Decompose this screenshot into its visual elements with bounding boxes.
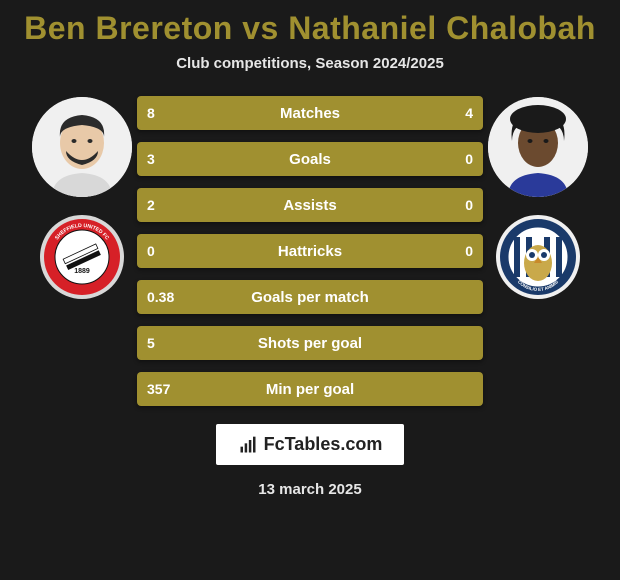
player1-avatar xyxy=(32,97,132,197)
stat-left-value: 0.38 xyxy=(147,289,187,305)
player2-avatar xyxy=(488,97,588,197)
stat-label: Shots per goal xyxy=(137,335,483,352)
right-column: CONSILIO ET ANIMIS xyxy=(483,92,593,299)
player2-name: Nathaniel Chalobah xyxy=(288,10,596,46)
date-text: 13 march 2025 xyxy=(258,481,361,498)
brand-chart-icon xyxy=(238,435,258,455)
stat-left-value: 5 xyxy=(147,335,187,351)
sheffield-wednesday-badge-svg: CONSILIO ET ANIMIS xyxy=(496,215,580,299)
stat-bar: 5 Shots per goal xyxy=(137,326,483,360)
page-title: Ben Brereton vs Nathaniel Chalobah xyxy=(24,10,596,47)
stat-left-value: 0 xyxy=(147,243,187,259)
subtitle: Club competitions, Season 2024/2025 xyxy=(176,55,444,72)
stat-right-value: 0 xyxy=(433,151,473,167)
svg-text:1889: 1889 xyxy=(74,268,90,275)
stat-label: Matches xyxy=(137,105,483,122)
stat-label: Goals xyxy=(137,151,483,168)
player2-avatar-svg xyxy=(488,97,588,197)
stat-left-value: 8 xyxy=(147,105,187,121)
stat-label: Assists xyxy=(137,197,483,214)
right-club-badge: CONSILIO ET ANIMIS xyxy=(496,215,580,299)
brand-badge: FcTables.com xyxy=(216,424,405,465)
left-column: 1889 SHEFFIELD UNITED FC xyxy=(27,92,137,299)
stat-right-value: 4 xyxy=(433,105,473,121)
stat-left-value: 2 xyxy=(147,197,187,213)
stat-left-value: 3 xyxy=(147,151,187,167)
stat-bar: 8 Matches 4 xyxy=(137,96,483,130)
stat-label: Goals per match xyxy=(137,289,483,306)
content-row: 1889 SHEFFIELD UNITED FC 8 Matches 4 3 G… xyxy=(0,92,620,406)
stat-right-value: 0 xyxy=(433,197,473,213)
stat-bar: 3 Goals 0 xyxy=(137,142,483,176)
stat-left-value: 357 xyxy=(147,381,187,397)
brand-text: FcTables.com xyxy=(264,434,383,455)
player1-avatar-svg xyxy=(32,97,132,197)
stat-bar: 0.38 Goals per match xyxy=(137,280,483,314)
title-vs: vs xyxy=(242,10,279,46)
stat-label: Min per goal xyxy=(137,381,483,398)
left-club-badge: 1889 SHEFFIELD UNITED FC xyxy=(40,215,124,299)
stat-bar: 357 Min per goal xyxy=(137,372,483,406)
stat-bar: 2 Assists 0 xyxy=(137,188,483,222)
stats-bars: 8 Matches 4 3 Goals 0 2 Assists 0 0 Hatt… xyxy=(137,92,483,406)
stat-right-value: 0 xyxy=(433,243,473,259)
stat-label: Hattricks xyxy=(137,243,483,260)
player1-name: Ben Brereton xyxy=(24,10,233,46)
stat-bar: 0 Hattricks 0 xyxy=(137,234,483,268)
sheffield-united-badge-svg: 1889 SHEFFIELD UNITED FC xyxy=(40,215,124,299)
